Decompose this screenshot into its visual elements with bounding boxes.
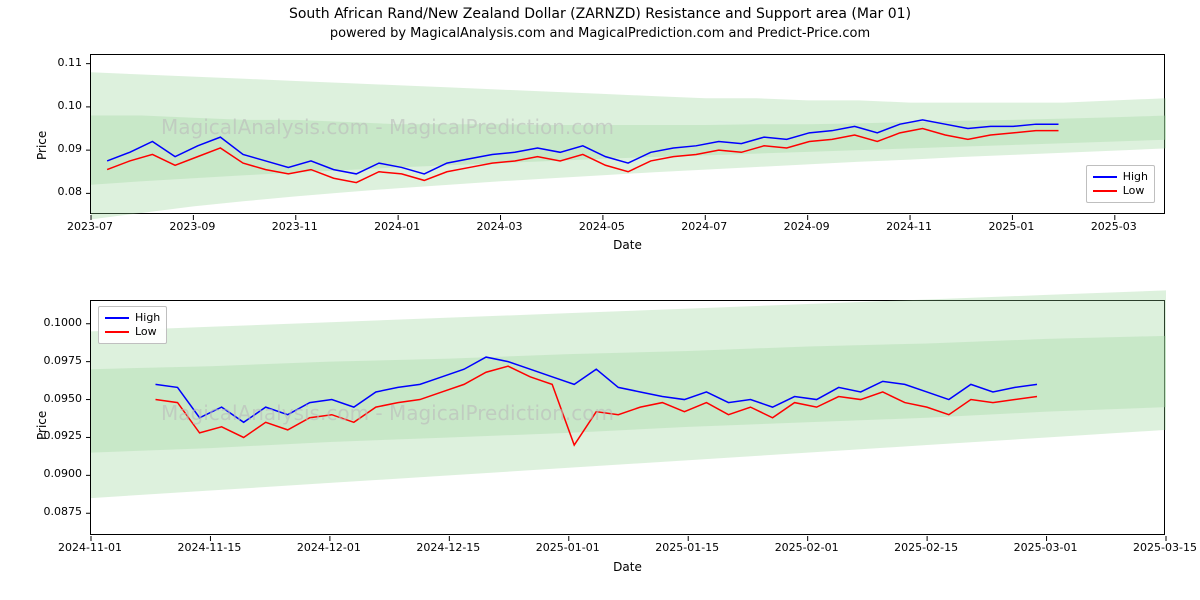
ytick-label: 0.1000 — [44, 316, 83, 329]
figure: South African Rand/New Zealand Dollar (Z… — [0, 0, 1200, 600]
top-legend: High Low — [1086, 165, 1155, 203]
xtick-label: 2024-05 — [579, 220, 625, 233]
ytick-label: 0.11 — [58, 56, 83, 69]
xtick-label: 2024-11 — [886, 220, 932, 233]
ytick-label: 0.0900 — [44, 467, 83, 480]
xtick-label: 2023-11 — [272, 220, 318, 233]
legend-row-low: Low — [1093, 184, 1148, 198]
legend-swatch-low-bottom — [105, 331, 129, 333]
legend-label-low: Low — [1123, 184, 1145, 198]
xtick-label: 2024-11-01 — [58, 541, 122, 554]
chart-subtitle: powered by MagicalAnalysis.com and Magic… — [0, 26, 1200, 41]
legend-label-high: High — [1123, 170, 1148, 184]
legend-label-high-bottom: High — [135, 311, 160, 325]
top-xlabel: Date — [90, 238, 1165, 252]
bottom-xlabel: Date — [90, 560, 1165, 574]
bottom-legend: High Low — [98, 306, 167, 344]
xtick-label: 2024-12-01 — [297, 541, 361, 554]
xtick-label: 2025-02-01 — [775, 541, 839, 554]
xtick-label: 2025-01-15 — [655, 541, 719, 554]
xtick-label: 2024-07 — [681, 220, 727, 233]
xtick-label: 2025-01 — [988, 220, 1034, 233]
legend-row-high: High — [1093, 170, 1148, 184]
legend-label-low-bottom: Low — [135, 325, 157, 339]
ytick-label: 0.08 — [58, 185, 83, 198]
xtick-label: 2023-09 — [169, 220, 215, 233]
legend-row-low-bottom: Low — [105, 325, 160, 339]
ytick-label: 0.0950 — [44, 392, 83, 405]
xtick-label: 2025-03-01 — [1014, 541, 1078, 554]
xtick-label: 2024-11-15 — [177, 541, 241, 554]
chart-title: South African Rand/New Zealand Dollar (Z… — [0, 6, 1200, 22]
ytick-label: 0.0875 — [44, 505, 83, 518]
xtick-label: 2025-02-15 — [894, 541, 958, 554]
legend-swatch-high — [1093, 176, 1117, 178]
xtick-label: 2024-03 — [477, 220, 523, 233]
xtick-label: 2025-01-01 — [536, 541, 600, 554]
top-chart-axes: MagicalAnalysis.com - MagicalPrediction.… — [90, 54, 1165, 214]
bottom-chart-axes: MagicalAnalysis.com - MagicalPrediction.… — [90, 300, 1165, 535]
xtick-label: 2024-01 — [374, 220, 420, 233]
legend-swatch-low — [1093, 190, 1117, 192]
xtick-label: 2025-03 — [1091, 220, 1137, 233]
ytick-label: 0.09 — [58, 142, 83, 155]
xtick-label: 2024-09 — [784, 220, 830, 233]
ytick-label: 0.10 — [58, 99, 83, 112]
top-ylabel: Price — [35, 131, 49, 160]
top-chart-svg — [91, 55, 1166, 215]
ytick-label: 0.0925 — [44, 429, 83, 442]
legend-row-high-bottom: High — [105, 311, 160, 325]
xtick-label: 2025-03-15 — [1133, 541, 1197, 554]
xtick-label: 2023-07 — [67, 220, 113, 233]
legend-swatch-high-bottom — [105, 317, 129, 319]
ytick-label: 0.0975 — [44, 354, 83, 367]
bottom-chart-svg — [91, 301, 1166, 536]
xtick-label: 2024-12-15 — [416, 541, 480, 554]
